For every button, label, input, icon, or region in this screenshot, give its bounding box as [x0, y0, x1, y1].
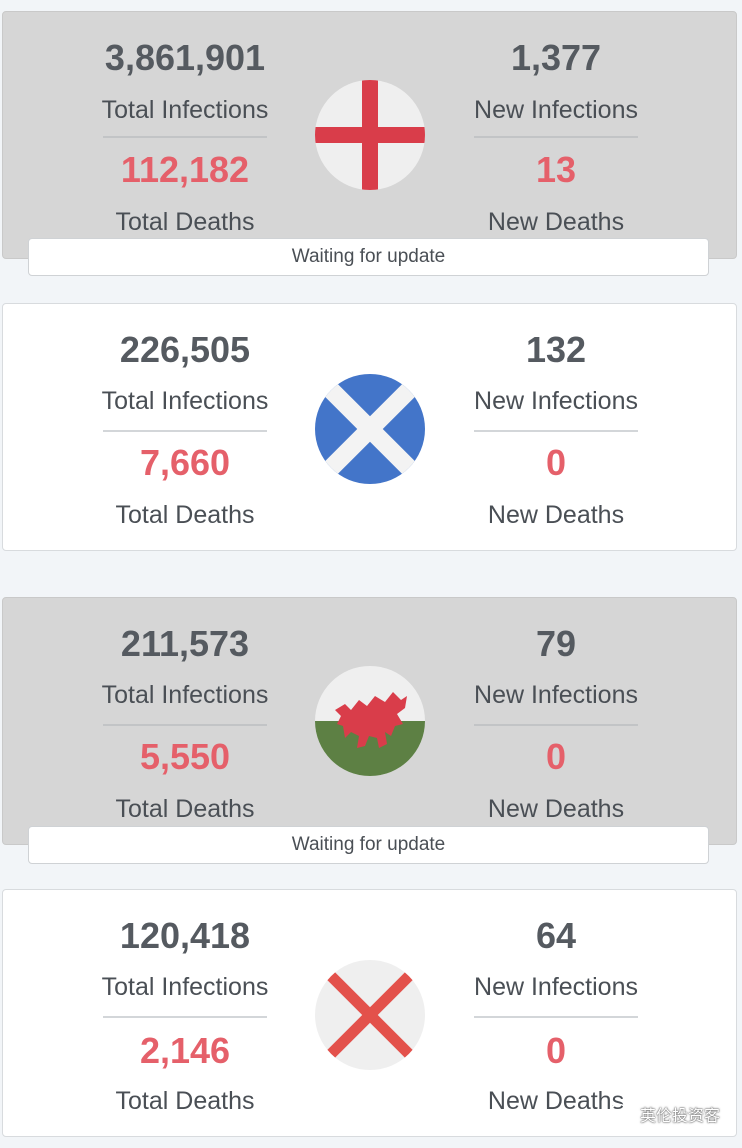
update-status-bar: Waiting for update [28, 826, 709, 864]
scotland-stats-card: 226,505 Total Infections 7,660 Total Dea… [2, 303, 737, 551]
total-infections-label: Total Infections [101, 96, 269, 124]
total-deaths-label: Total Deaths [115, 1087, 255, 1115]
total-infections-value: 211,573 [120, 623, 250, 664]
new-deaths-value: 0 [545, 736, 567, 777]
new-infections-label: New Infections [474, 973, 638, 1001]
divider [103, 430, 267, 432]
england-flag-icon [315, 80, 425, 190]
total-deaths-value: 2,146 [139, 1030, 231, 1071]
wales-flag-icon [315, 666, 425, 776]
new-deaths-label: New Deaths [487, 795, 625, 823]
wechat-icon [610, 1103, 634, 1130]
total-infections-value: 226,505 [119, 329, 251, 370]
new-deaths-label: New Deaths [487, 1087, 625, 1115]
total-infections-label: Total Infections [101, 681, 269, 709]
total-deaths-label: Total Deaths [115, 795, 255, 823]
total-infections-value: 120,418 [119, 915, 251, 956]
total-infections-label: Total Infections [101, 973, 269, 1001]
new-infections-value: 64 [535, 915, 577, 956]
new-deaths-label: New Deaths [487, 501, 625, 529]
total-deaths-value: 7,660 [139, 442, 231, 483]
northern-ireland-stats-card: 120,418 Total Infections 2,146 Total Dea… [2, 889, 737, 1137]
divider [103, 136, 267, 138]
new-infections-value: 132 [525, 329, 587, 370]
new-infections-value: 1,377 [510, 37, 602, 78]
total-deaths-value: 5,550 [139, 736, 231, 777]
new-deaths-label: New Deaths [487, 208, 625, 236]
england-stats-card: 3,861,901 Total Infections 112,182 Total… [2, 11, 737, 259]
update-status-bar: Waiting for update [28, 238, 709, 276]
total-infections-label: Total Infections [101, 387, 269, 415]
northern-ireland-saltire-icon [315, 960, 425, 1070]
total-deaths-value: 112,182 [120, 149, 250, 190]
watermark: 英伦投资客 [610, 1103, 720, 1130]
new-deaths-value: 0 [545, 442, 567, 483]
divider [474, 1016, 638, 1018]
new-infections-label: New Infections [474, 96, 638, 124]
scotland-flag-icon [315, 374, 425, 484]
new-infections-label: New Infections [474, 681, 638, 709]
total-deaths-label: Total Deaths [115, 208, 255, 236]
new-deaths-value: 13 [535, 149, 577, 190]
divider [103, 724, 267, 726]
divider [103, 1016, 267, 1018]
total-deaths-label: Total Deaths [115, 501, 255, 529]
new-infections-value: 79 [535, 623, 577, 664]
divider [474, 430, 638, 432]
new-infections-label: New Infections [474, 387, 638, 415]
new-deaths-value: 0 [545, 1030, 567, 1071]
watermark-text: 英伦投资客 [639, 1107, 720, 1125]
total-infections-value: 3,861,901 [104, 37, 266, 78]
wales-stats-card: 211,573 Total Infections 5,550 Total Dea… [2, 597, 737, 845]
divider [474, 724, 638, 726]
divider [474, 136, 638, 138]
